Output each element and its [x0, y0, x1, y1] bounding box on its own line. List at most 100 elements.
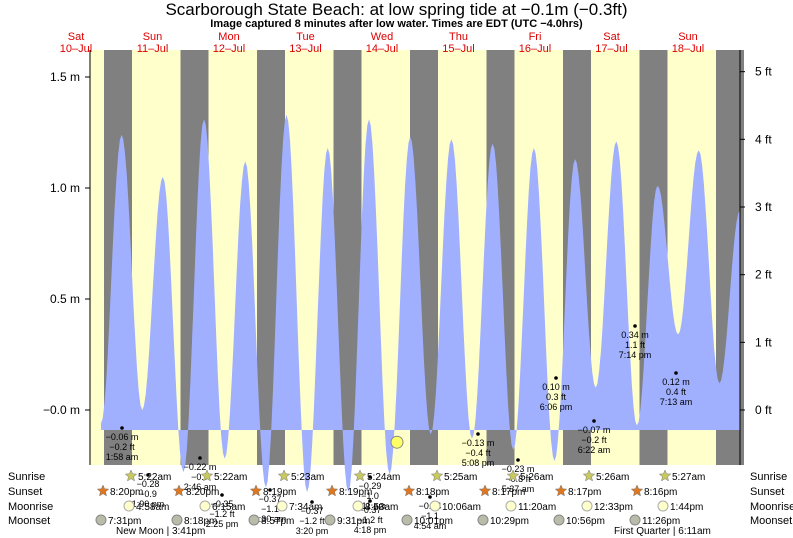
sunrise-time: 5:27am	[672, 472, 705, 483]
tide-label-m: −0.23 m	[502, 464, 535, 474]
moonset-time: 10:56pm	[566, 516, 605, 527]
tide-label-ft: −1.2 ft	[299, 516, 325, 526]
moonset-time: 11:26pm	[642, 516, 680, 527]
tide-label-m: −0.28	[137, 479, 160, 489]
tide-label-ft: −0.4 ft	[465, 448, 491, 458]
tide-label-ft: −1.1	[261, 504, 279, 514]
row-label-left: Sunrise	[8, 471, 45, 483]
moonrise-icon	[123, 500, 135, 512]
right-tick-label: 4 ft	[755, 132, 772, 146]
tide-label-time: 1:58 am	[106, 452, 139, 462]
tide-label-time: 2:25 pm	[206, 519, 239, 529]
moonset-icon	[629, 514, 641, 526]
sunset-icon	[630, 484, 644, 497]
row-label-left: Moonset	[8, 515, 50, 527]
tide-area	[101, 114, 740, 493]
sunset-time: 8:18pm	[416, 487, 449, 498]
sunrise-icon	[353, 469, 367, 482]
day-date: 15–Jul	[442, 43, 474, 55]
sunrise-icon	[277, 469, 291, 482]
sunrise-time: 5:26am	[520, 472, 553, 483]
tide-label-time: 6:06 pm	[540, 402, 573, 412]
sunset-icon	[249, 484, 263, 497]
day-name: Thu	[449, 31, 468, 43]
sunrise-icon	[582, 469, 596, 482]
sunset-time: 8:17pm	[568, 487, 601, 498]
tide-label-m: −0.22 m	[184, 462, 217, 472]
moonrise-time: 1:44pm	[670, 502, 703, 513]
right-tick-label: 3 ft	[755, 200, 772, 214]
tide-label-time: 7:14 pm	[619, 350, 652, 360]
sunset-icon	[172, 484, 186, 497]
day-name: Fri	[529, 31, 542, 43]
tide-label-m: −0.35	[211, 499, 234, 509]
tide-label-ft: −0.7	[191, 472, 209, 482]
tide-label-ft: −1.0	[361, 491, 379, 501]
tide-point	[368, 499, 372, 503]
first-quarter-label: First Quarter | 6:11am	[614, 526, 711, 537]
tide-point	[268, 488, 272, 492]
sunset-icon	[96, 484, 110, 497]
sunset-time: 8:16pm	[644, 487, 677, 498]
tide-label-m: −0.13 m	[462, 438, 495, 448]
right-tick-label: 1 ft	[755, 335, 772, 349]
moonset-icon	[95, 514, 107, 526]
tide-label-time: 4:11 am	[354, 501, 386, 511]
tide-point	[674, 371, 678, 375]
sunset-time: 8:17pm	[492, 487, 525, 498]
day-name: Sat	[68, 31, 85, 43]
sunset-time: 8:19pm	[263, 487, 296, 498]
sunrise-time: 5:26am	[596, 472, 629, 483]
tide-label-ft: −1.1	[421, 511, 439, 521]
moonset-icon	[324, 514, 336, 526]
sunrise-time: 5:23am	[291, 472, 324, 483]
tide-label-ft: −0.2 ft	[109, 442, 135, 452]
tide-point	[198, 456, 202, 460]
tide-label-m: −0.37	[259, 494, 282, 504]
moonrise-time: 7:34am	[289, 502, 322, 513]
tide-label-ft: 0.3 ft	[546, 392, 567, 402]
tide-label-ft: 1.1 ft	[625, 340, 646, 350]
row-label-right: Sunrise	[750, 471, 787, 483]
tide-point	[592, 419, 596, 423]
tide-label-ft: 0.4 ft	[666, 387, 687, 397]
chart-subtitle: Image captured 8 minutes after low water…	[210, 18, 583, 30]
right-tick-label: 5 ft	[755, 65, 772, 79]
day-date: 16–Jul	[519, 43, 551, 55]
left-tick-label: 0.5 m	[50, 292, 80, 306]
day-labels: Sat10–JulSun11–JulMon12–JulTue13–JulWed1…	[60, 31, 704, 55]
sunrise-time: 5:22am	[214, 472, 247, 483]
tide-point	[554, 376, 558, 380]
tide-curve	[101, 114, 740, 493]
tide-point	[146, 473, 150, 477]
moonrise-icon	[657, 500, 669, 512]
tide-point	[220, 493, 224, 497]
sunrise-time: 5:22am	[138, 472, 171, 483]
moonrise-icon	[276, 500, 288, 512]
row-label-left: Sunset	[8, 486, 42, 498]
day-name: Sun	[678, 31, 698, 43]
row-label-right: Moonset	[750, 515, 792, 527]
day-date: 18–Jul	[672, 43, 704, 55]
moonrise-time: 4:58am	[136, 502, 169, 513]
tide-label-time: 4:18 pm	[354, 525, 387, 535]
day-name: Mon	[218, 31, 239, 43]
moonrise-icon	[581, 500, 593, 512]
moonrise-time: 12:33pm	[594, 502, 633, 513]
day-date: 17–Jul	[595, 43, 627, 55]
sunrise-icon	[658, 469, 672, 482]
moonrise-icon	[429, 500, 441, 512]
row-label-right: Moonrise	[750, 501, 793, 513]
tide-label-m: 0.34 m	[621, 330, 649, 340]
moonrise-time: 10:06am	[442, 502, 481, 513]
tide-label-m: 0.12 m	[662, 377, 690, 387]
day-name: Wed	[371, 31, 393, 43]
moonrise-icon	[352, 500, 364, 512]
moonset-time: 10:01pm	[414, 516, 453, 527]
moonrise-time: 6:15am	[212, 502, 245, 513]
tide-label-time: 2:46 am	[184, 482, 217, 492]
tide-label-m: 0.10 m	[542, 382, 570, 392]
day-name: Sun	[143, 31, 163, 43]
tide-label-time: 5:37 am	[502, 484, 535, 494]
tide-annotations: −0.06 m−0.2 ft1:58 am−0.28−0.91:90 pm−0.…	[106, 324, 692, 536]
